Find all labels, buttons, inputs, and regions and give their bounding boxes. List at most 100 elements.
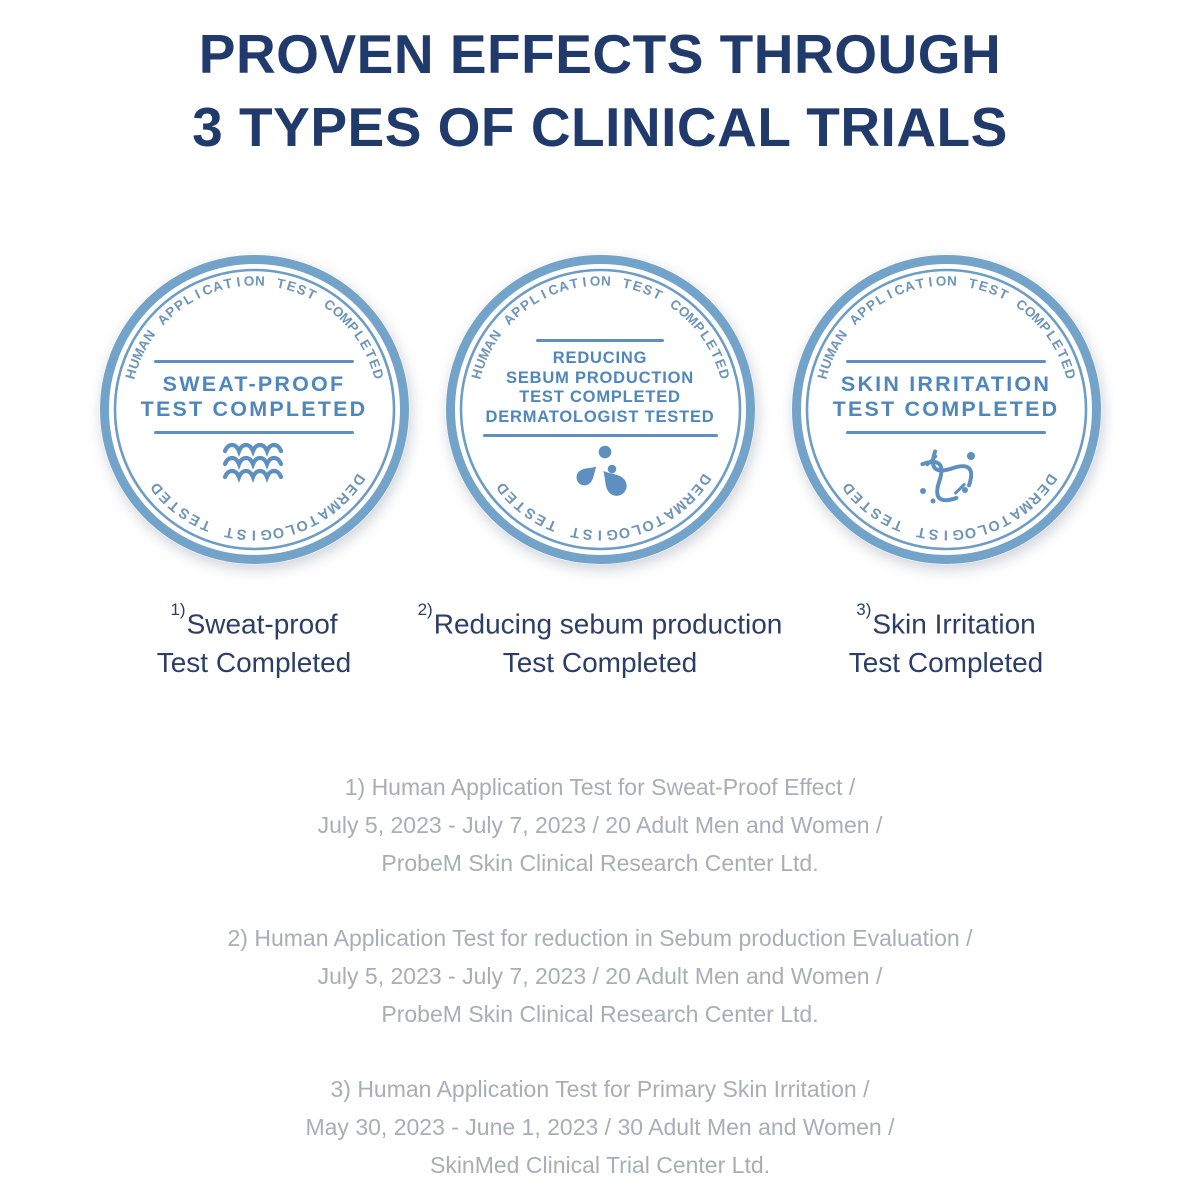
caption-line1: Skin Irritation: [872, 608, 1036, 640]
seal-outer-ring: [791, 255, 1101, 564]
svg-text:D: D: [1061, 367, 1078, 381]
svg-text:H: H: [468, 367, 485, 381]
svg-text:T: T: [915, 523, 927, 540]
svg-text:T: T: [568, 275, 580, 292]
caption-footnote-marker: 3): [856, 600, 872, 619]
seal-center-content: SKIN IRRITATION TEST COMPLETED: [789, 360, 1104, 511]
seal-center-content: SWEAT-PROOF TEST COMPLETED: [97, 360, 412, 485]
caption-line2: Test Completed: [156, 647, 352, 679]
dna-helix-icon: [920, 449, 975, 504]
footnote-line: 1) Human Application Test for Sweat-Proo…: [344, 774, 856, 801]
caption-line1-wrap: 2)Reducing sebum production: [400, 598, 800, 643]
svg-text:G: G: [951, 525, 964, 542]
svg-text:A: A: [556, 278, 570, 295]
svg-text:O: O: [617, 523, 631, 541]
seal-inner-ring: [805, 268, 1087, 551]
seal-outer-ring: [445, 255, 755, 564]
seal-divider-bottom: [846, 431, 1046, 434]
svg-text:I: I: [927, 274, 933, 289]
svg-text:O: O: [639, 516, 655, 535]
footnote-1: 1) Human Application Test for Sweat-Proo…: [0, 768, 1200, 882]
svg-text:S: S: [581, 525, 593, 542]
footnotes: 1) Human Application Test for Sweat-Proo…: [0, 768, 1200, 1184]
svg-text:I: I: [192, 287, 202, 302]
svg-text:E: E: [631, 278, 644, 295]
svg-text:H: H: [814, 367, 831, 381]
caption-footnote-marker: 2): [417, 600, 433, 619]
svg-text:T: T: [967, 276, 979, 293]
svg-text:G: G: [605, 525, 618, 542]
caption-line1: Reducing sebum production: [433, 608, 783, 640]
seal-line: REDUCING: [552, 349, 648, 367]
footnote-line: July 5, 2023 - July 7, 2023 / 20 Adult M…: [317, 963, 883, 990]
seal-line: SEBUM PRODUCTION: [506, 368, 694, 387]
seal-center-content: REDUCING SEBUM PRODUCTION TEST COMPLETED…: [443, 339, 758, 498]
page-title: PROVEN EFFECTS THROUGH 3 TYPES OF CLINIC…: [0, 0, 1200, 164]
caption-line2: Test Completed: [848, 647, 1044, 679]
svg-text:T: T: [222, 275, 234, 292]
seal-line: TEST COMPLETED: [140, 397, 368, 421]
seal-line: SWEAT-PROOF: [162, 372, 346, 396]
svg-text:I: I: [597, 526, 601, 542]
seal-outer-ring: [99, 255, 409, 564]
svg-text:E: E: [285, 278, 298, 295]
svg-text:I: I: [235, 274, 241, 289]
footnote-line: May 30, 2023 - June 1, 2023 / 30 Adult M…: [305, 1114, 895, 1141]
svg-text:D: D: [369, 367, 386, 381]
svg-text:I: I: [884, 287, 894, 302]
page-title-line2: 3 TYPES OF CLINICAL TRIALS: [192, 96, 1008, 158]
svg-text:I: I: [943, 526, 947, 542]
svg-text:T: T: [275, 276, 287, 293]
footnote-line: ProbeM Skin Clinical Research Center Ltd…: [381, 1001, 819, 1028]
page-title-line1: PROVEN EFFECTS THROUGH: [198, 23, 1002, 85]
svg-text:O: O: [293, 516, 309, 535]
seal-line: TEST COMPLETED: [832, 397, 1060, 421]
seal-divider-top: [536, 339, 664, 342]
footnote-line: 2) Human Application Test for reduction …: [227, 925, 973, 952]
svg-text:O: O: [985, 516, 1001, 535]
water-waves-icon: [223, 442, 284, 483]
caption-line1-wrap: 3)Skin Irritation: [746, 598, 1146, 643]
seal-divider-bottom: [154, 431, 354, 434]
svg-text:S: S: [235, 525, 247, 542]
seal-line: DERMATOLOGIST TESTED: [485, 407, 715, 426]
seal-divider-top: [846, 360, 1046, 363]
svg-text:T: T: [569, 523, 581, 540]
seal-divider-bottom: [482, 434, 718, 437]
sebum-molecule-icon: [576, 445, 627, 496]
svg-text:A: A: [902, 278, 916, 295]
svg-text:O: O: [935, 273, 946, 288]
svg-text:N: N: [600, 273, 610, 288]
seal-divider-top: [154, 360, 354, 363]
seal-line: SKIN IRRITATION: [840, 372, 1052, 396]
seal-face: [791, 254, 1101, 565]
svg-text:T: T: [621, 276, 633, 293]
caption-skin-irritation: 3)Skin Irritation Test Completed: [746, 598, 1146, 682]
caption-line1: Sweat-proof: [186, 608, 338, 640]
svg-text:A: A: [210, 278, 224, 295]
svg-text:T: T: [223, 523, 235, 540]
caption-line2: Test Completed: [502, 647, 698, 679]
seal-inner-ring: [459, 268, 741, 551]
footnote-2: 2) Human Application Test for reduction …: [0, 919, 1200, 1033]
footnote-line: 3) Human Application Test for Primary Sk…: [330, 1076, 870, 1103]
caption-line1-wrap: 1)Sweat-proof: [54, 598, 454, 643]
svg-text:O: O: [589, 273, 600, 288]
footnote-line: SkinMed Clinical Trial Center Ltd.: [429, 1152, 771, 1179]
svg-text:S: S: [927, 525, 939, 542]
footnote-line: ProbeM Skin Clinical Research Center Ltd…: [381, 850, 819, 877]
footnote-line: July 5, 2023 - July 7, 2023 / 20 Adult M…: [317, 812, 883, 839]
svg-text:H: H: [122, 367, 139, 381]
caption-footnote-marker: 1): [170, 600, 186, 619]
svg-text:O: O: [243, 273, 254, 288]
svg-text:O: O: [271, 523, 285, 541]
